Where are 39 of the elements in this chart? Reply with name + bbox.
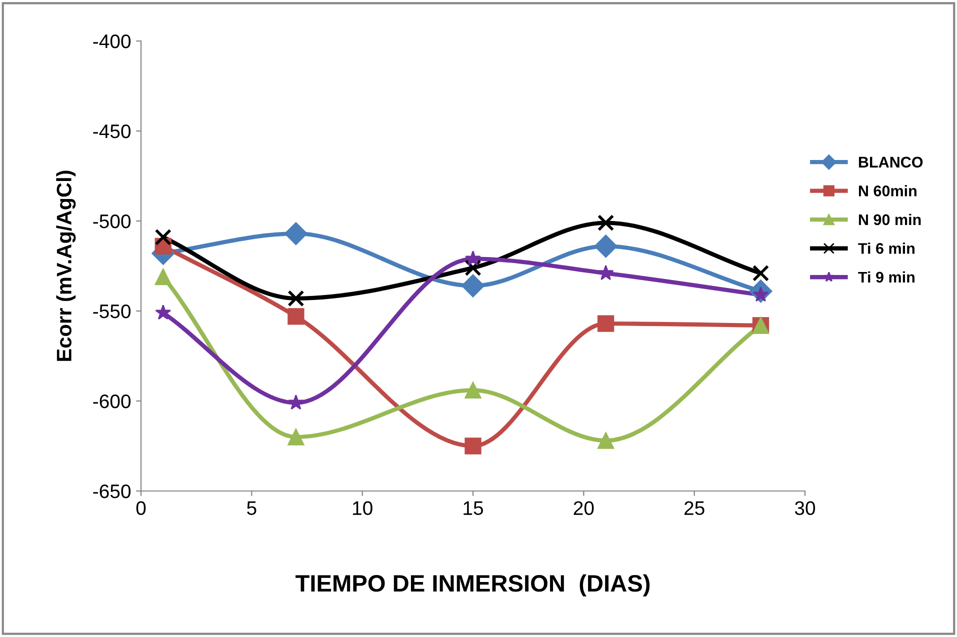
point bbox=[464, 438, 482, 454]
legend-label: Ti 9 min bbox=[858, 271, 914, 283]
point bbox=[154, 268, 172, 286]
point bbox=[462, 274, 484, 298]
point bbox=[465, 250, 481, 266]
point bbox=[752, 264, 770, 282]
legend-label: BLANCO bbox=[858, 156, 923, 168]
y-tick-label: -500 bbox=[93, 214, 131, 228]
point bbox=[597, 214, 614, 232]
legend-label: N 60min bbox=[858, 185, 916, 196]
x-axis-title: TIEMPO DE INMERSION (DIAS) bbox=[296, 574, 650, 596]
x-tick-label: 5 bbox=[247, 501, 256, 516]
y-tick-label: -450 bbox=[93, 124, 131, 138]
point bbox=[155, 304, 172, 320]
point bbox=[288, 394, 304, 410]
x-tick-label: 20 bbox=[574, 501, 594, 516]
x-tick-label: 30 bbox=[794, 501, 816, 516]
y-tick-label: -550 bbox=[93, 304, 131, 318]
point bbox=[288, 428, 304, 446]
legend-label: Ti 6 min bbox=[858, 242, 914, 254]
point bbox=[154, 228, 172, 246]
y-tick-label: -600 bbox=[93, 394, 131, 408]
point bbox=[284, 222, 308, 246]
point bbox=[597, 432, 614, 449]
x-tick-label: 0 bbox=[136, 501, 146, 516]
legend-label: N 90 min bbox=[858, 214, 921, 226]
y-axis-title: Ecorr (mV.Ag/AgCl) bbox=[56, 170, 76, 361]
point bbox=[464, 382, 482, 399]
point bbox=[288, 290, 304, 307]
point bbox=[594, 234, 618, 258]
point bbox=[598, 264, 614, 280]
y-tick-label: -400 bbox=[93, 34, 131, 48]
point bbox=[288, 308, 304, 325]
point bbox=[597, 315, 614, 332]
point bbox=[464, 259, 482, 276]
y-tick-label: -650 bbox=[93, 484, 131, 498]
x-tick-label: 25 bbox=[684, 501, 704, 516]
x-tick-label: 15 bbox=[464, 501, 483, 516]
x-tick-label: 10 bbox=[353, 501, 372, 516]
